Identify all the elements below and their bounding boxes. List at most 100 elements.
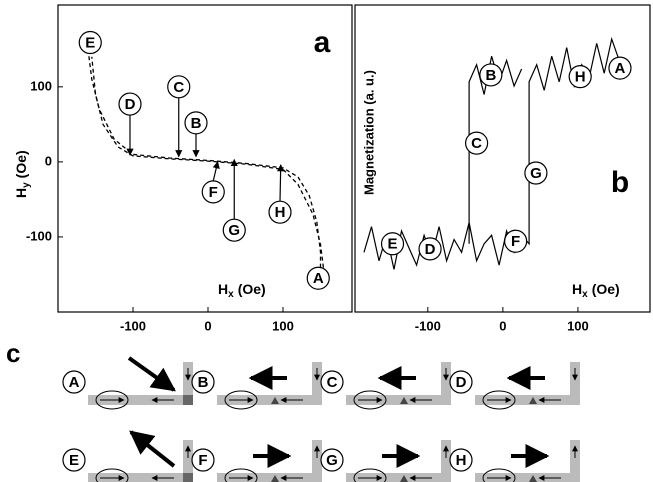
y-axis-label: Magnetization (a. u.) [361,70,376,195]
point-marker [524,161,548,185]
wire [312,440,322,482]
point-label: A [313,270,324,287]
point-label: D [425,241,436,258]
item-marker [62,370,86,394]
notch [529,397,537,404]
point-label: H [575,69,586,86]
x-tick-label: 0 [204,318,211,333]
item-marker [320,370,344,394]
point-marker [380,232,405,256]
panel-label: a [314,26,331,59]
wall-ellipse [353,390,387,410]
point-marker [568,65,592,89]
wall-ellipse [224,390,258,410]
point-marker [184,111,208,135]
point-marker [222,218,246,242]
corner-wall [183,473,193,482]
wall-ellipse [95,468,129,482]
wire [88,473,192,482]
point-label: G [530,165,542,182]
x-label-sub: x [228,289,234,300]
point-marker [167,75,191,99]
wire [88,395,192,405]
wire [441,362,451,405]
notch [400,397,408,404]
notch [400,475,408,482]
x-label-unit: (Oe) [238,281,266,297]
item-label: C [327,374,338,391]
wire [570,440,580,482]
annotation-arrow [277,164,285,202]
y-axis-label: Hy (Oe) [13,150,32,198]
point-marker [306,266,330,290]
point-label: H [275,204,286,221]
notch [529,475,537,482]
point-label: D [125,96,136,113]
point-marker [118,92,142,116]
y-tick-label: 0 [45,153,52,168]
wire [217,473,321,482]
x-label-main: H [218,281,228,297]
item-label: D [456,374,467,391]
item-marker [449,370,473,394]
item-label: B [198,374,209,391]
data-line [87,49,322,275]
corner-wall [183,395,193,405]
y-label-unit: (Oe) [13,150,29,178]
item-label: E [69,452,79,469]
wire [183,440,193,482]
data-line [91,56,325,275]
wire [570,362,580,405]
wire [475,395,579,405]
point-marker [504,229,528,253]
wall-ellipse [95,390,129,410]
x-tick-label: 0 [499,318,506,333]
x-label-unit: (Oe) [592,281,620,297]
point-marker [479,63,503,87]
plot-frame [57,4,353,313]
wire [346,473,450,482]
point-label: G [228,222,240,239]
annotation-arrow [212,161,220,182]
notch [271,397,279,404]
field-arrow [129,430,176,468]
item-marker [449,448,473,472]
point-label: C [471,135,482,152]
y-label-main: H [13,188,29,198]
point-marker [78,30,102,55]
wall-ellipse [353,468,387,482]
y-label-sub: y [21,182,32,188]
point-label: B [191,115,202,132]
x-label-main: H [572,281,582,297]
x-tick-label: 100 [567,318,589,333]
point-marker [201,180,225,204]
plot-frame [354,4,651,313]
wire [183,362,193,405]
item-label: G [326,452,338,469]
y-tick-label: -100 [26,228,52,243]
point-label: B [485,67,496,84]
panel-label: c [6,338,20,368]
point-label: E [388,236,398,253]
wall-ellipse [224,468,258,482]
x-axis-label: Hx (Oe) [572,281,620,300]
point-marker [418,237,442,261]
point-marker [608,56,632,80]
point-label: C [173,79,184,96]
x-tick-label: 100 [272,318,294,333]
point-marker [268,200,292,224]
y-tick-label: 100 [30,78,52,93]
x-tick-label: -100 [120,318,146,333]
wire [217,395,321,405]
item-marker [191,370,215,394]
wall-ellipse [482,390,516,410]
field-arrow [127,356,176,392]
item-label: F [198,452,207,469]
wire [312,362,322,405]
wire [346,395,450,405]
point-marker [465,131,489,155]
x-label-sub: x [582,289,588,300]
point-label: E [85,34,95,51]
